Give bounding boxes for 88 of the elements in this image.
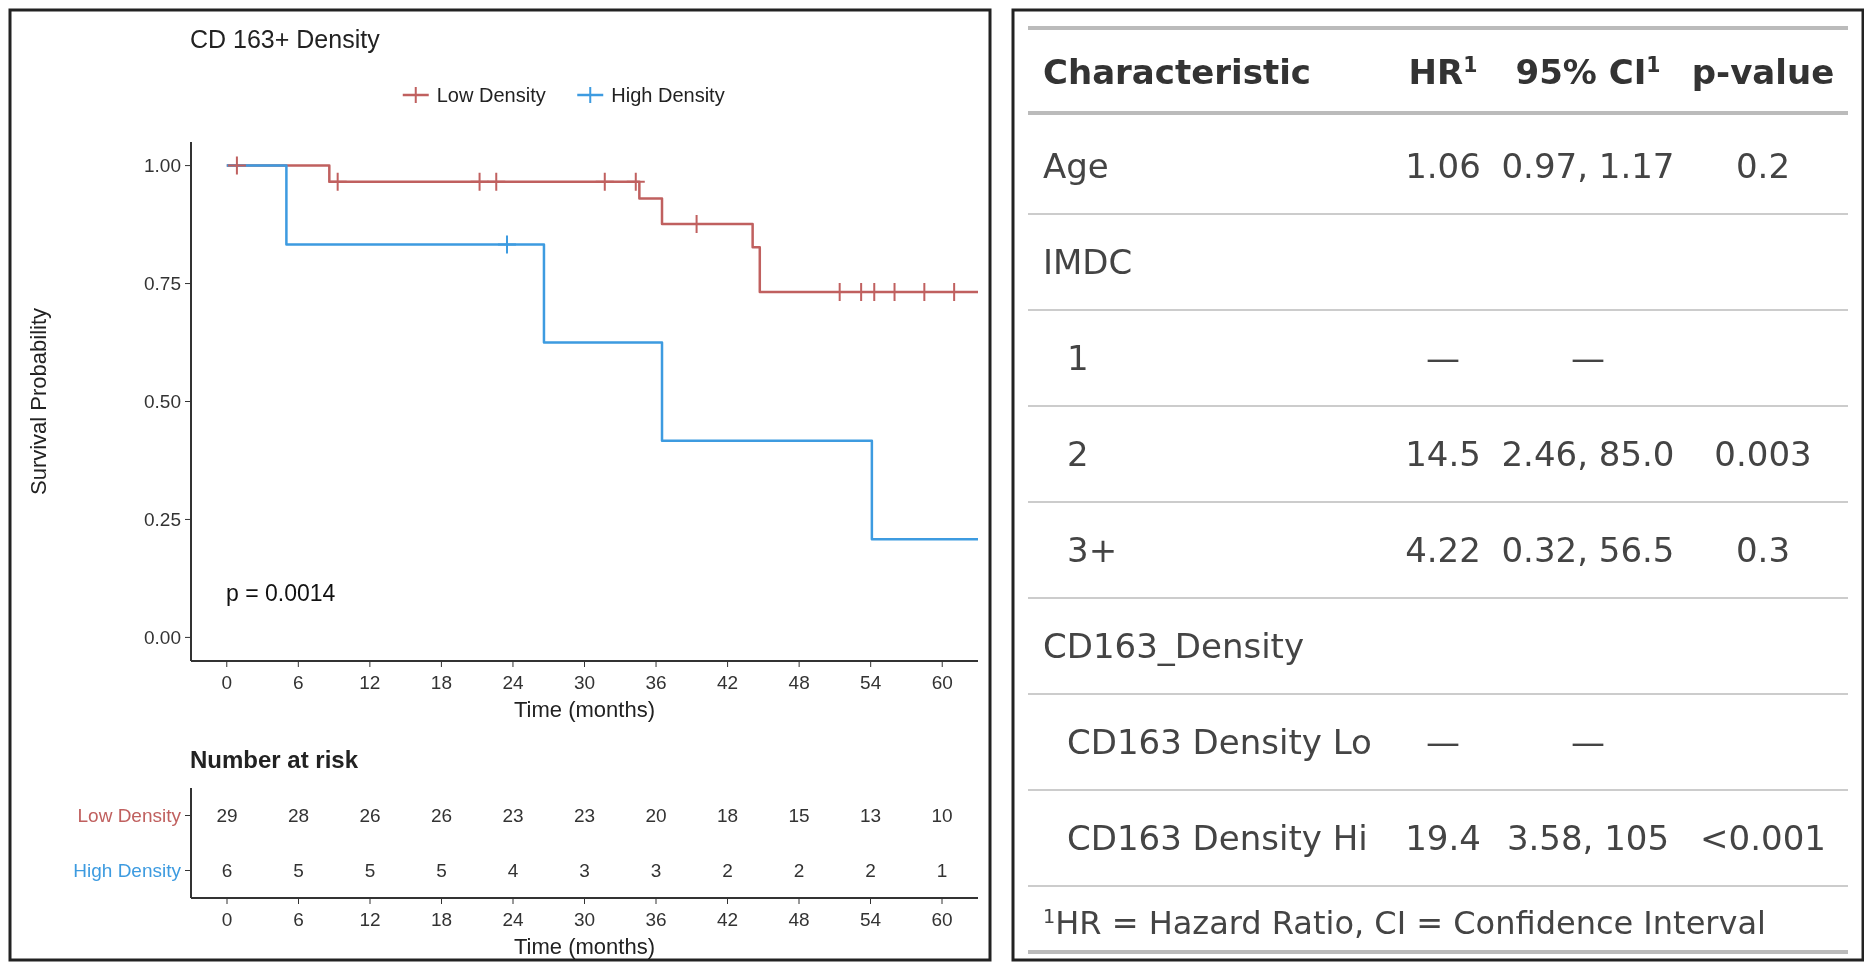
y-tick-label: High Density (73, 860, 182, 882)
data-label: 6 (221, 860, 233, 882)
data-label: 2 (793, 860, 805, 882)
x-axis-title: Time (months) (514, 697, 655, 722)
text: 19.4 (1405, 818, 1481, 858)
category-label: CD163_Density (1043, 626, 1305, 666)
data-label: 23 (502, 805, 524, 827)
x-tick-label: 24 (502, 672, 524, 693)
text: 14.5 (1405, 434, 1481, 474)
x-tick-label: 18 (430, 672, 452, 693)
x-tick-label: 24 (502, 909, 524, 930)
text: 1.06 (1405, 146, 1481, 186)
text: 0.3 (1735, 530, 1791, 570)
data-label: 28 (287, 805, 310, 827)
x-tick-label: 12 (359, 672, 381, 693)
text: 3.58, 105 (1506, 818, 1670, 858)
chart-title: CD 163+ Density (190, 25, 381, 53)
text: 2.46, 85.0 (1501, 434, 1675, 474)
category-label: CD163 Density Lo (1067, 722, 1372, 762)
x-tick-label: 36 (645, 672, 667, 693)
legend-label: High Density (611, 84, 725, 106)
category-label: HR$^{1}$ (1408, 52, 1478, 92)
x-tick-label: 48 (788, 909, 810, 930)
y-tick-label: 1.00 (144, 155, 181, 177)
category-label: 3+ (1067, 530, 1118, 570)
x-tick-label: 12 (359, 909, 381, 930)
text: 0.2 (1735, 146, 1791, 186)
data-label: 5 (293, 860, 304, 882)
text: $^{1}$HR = Hazard Ratio, CI = Confidence Interval (1043, 904, 1766, 942)
data-label: 3 (650, 860, 662, 882)
x-tick-label: 6 (293, 909, 304, 930)
data-label: 20 (645, 805, 667, 827)
data-label: 15 (788, 805, 810, 827)
category-label: Age (1043, 146, 1109, 186)
text: 0.32, 56.5 (1501, 530, 1675, 570)
x-tick-label: 0 (221, 672, 233, 693)
text: — (1426, 338, 1460, 378)
x-tick-label: 48 (788, 672, 810, 693)
x-tick-label: 54 (860, 672, 882, 693)
data-label: 29 (216, 805, 238, 827)
data-label: 3 (579, 860, 590, 882)
text: — (1571, 722, 1605, 762)
data-label: 5 (436, 860, 447, 882)
data-label: 2 (865, 860, 876, 882)
text: 0.003 (1714, 434, 1812, 474)
chart-title: Number at risk (190, 746, 359, 773)
annotation: p = 0.0014 (226, 580, 336, 606)
data-label: 26 (430, 805, 453, 827)
x-tick-label: 18 (430, 909, 453, 930)
x-tick-label: 0 (221, 909, 233, 930)
data-label: 23 (573, 805, 596, 827)
x-tick-label: 36 (645, 909, 667, 930)
y-tick-label: 0.25 (144, 509, 181, 531)
category-label: 1 (1067, 338, 1089, 378)
data-label: 26 (359, 805, 381, 827)
data-label: 4 (507, 860, 519, 882)
data-label: 13 (859, 805, 882, 827)
category-label: 95% CI$^{1}$ (1515, 52, 1661, 92)
x-axis-title: Time (months) (514, 934, 655, 959)
data-label: 1 (936, 860, 948, 882)
text: <0.001 (1700, 818, 1826, 858)
text: — (1426, 722, 1460, 762)
y-tick-label: 0.50 (144, 391, 181, 413)
data-label: 18 (716, 805, 739, 827)
x-tick-label: 42 (716, 909, 739, 930)
y-tick-label: Low Density (77, 805, 182, 827)
y-tick-label: 0.00 (144, 627, 181, 649)
category-label: 2 (1067, 434, 1089, 474)
data-label: 10 (931, 805, 953, 827)
category-label: Characteristic (1043, 52, 1311, 92)
text: — (1571, 338, 1605, 378)
legend-label: Low Density (436, 84, 546, 106)
text: 4.22 (1405, 530, 1481, 570)
y-axis-title: Survival Probability (26, 307, 51, 496)
x-tick-label: 54 (859, 909, 882, 930)
category-label: p-value (1691, 52, 1835, 92)
category-label: CD163 Density Hi (1067, 818, 1368, 858)
text: 0.97, 1.17 (1501, 146, 1675, 186)
data-label: 5 (364, 860, 376, 882)
x-tick-label: 60 (931, 672, 953, 693)
x-tick-label: 30 (573, 672, 596, 693)
x-tick-label: 42 (717, 672, 739, 693)
y-tick-label: 0.75 (144, 273, 181, 295)
x-tick-label: 30 (573, 909, 596, 930)
category-label: IMDC (1043, 242, 1133, 282)
x-tick-label: 6 (293, 672, 304, 693)
data-label: 2 (722, 860, 733, 882)
x-tick-label: 60 (931, 909, 953, 930)
